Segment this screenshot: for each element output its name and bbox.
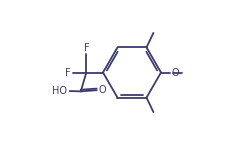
- Text: O: O: [99, 85, 106, 95]
- Text: HO: HO: [52, 86, 67, 96]
- Text: O: O: [172, 68, 179, 77]
- Text: F: F: [66, 68, 71, 77]
- Text: F: F: [83, 43, 89, 53]
